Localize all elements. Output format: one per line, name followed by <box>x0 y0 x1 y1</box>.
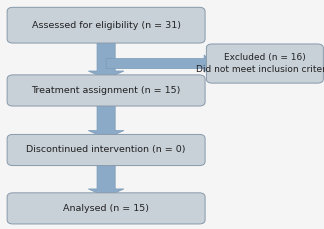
Polygon shape <box>88 102 124 139</box>
FancyBboxPatch shape <box>7 193 205 224</box>
Polygon shape <box>88 161 124 197</box>
Text: Excluded (n = 16)
Did not meet inclusion criteria: Excluded (n = 16) Did not meet inclusion… <box>196 53 324 74</box>
Text: Treatment assignment (n = 15): Treatment assignment (n = 15) <box>31 86 181 95</box>
Polygon shape <box>88 39 124 79</box>
Text: Analysed (n = 15): Analysed (n = 15) <box>63 204 149 213</box>
FancyBboxPatch shape <box>206 44 323 83</box>
FancyBboxPatch shape <box>7 134 205 166</box>
Polygon shape <box>106 55 212 72</box>
Text: Assessed for eligibility (n = 31): Assessed for eligibility (n = 31) <box>32 21 180 30</box>
Text: Discontinued intervention (n = 0): Discontinued intervention (n = 0) <box>26 145 186 155</box>
FancyBboxPatch shape <box>7 7 205 43</box>
FancyBboxPatch shape <box>7 75 205 106</box>
